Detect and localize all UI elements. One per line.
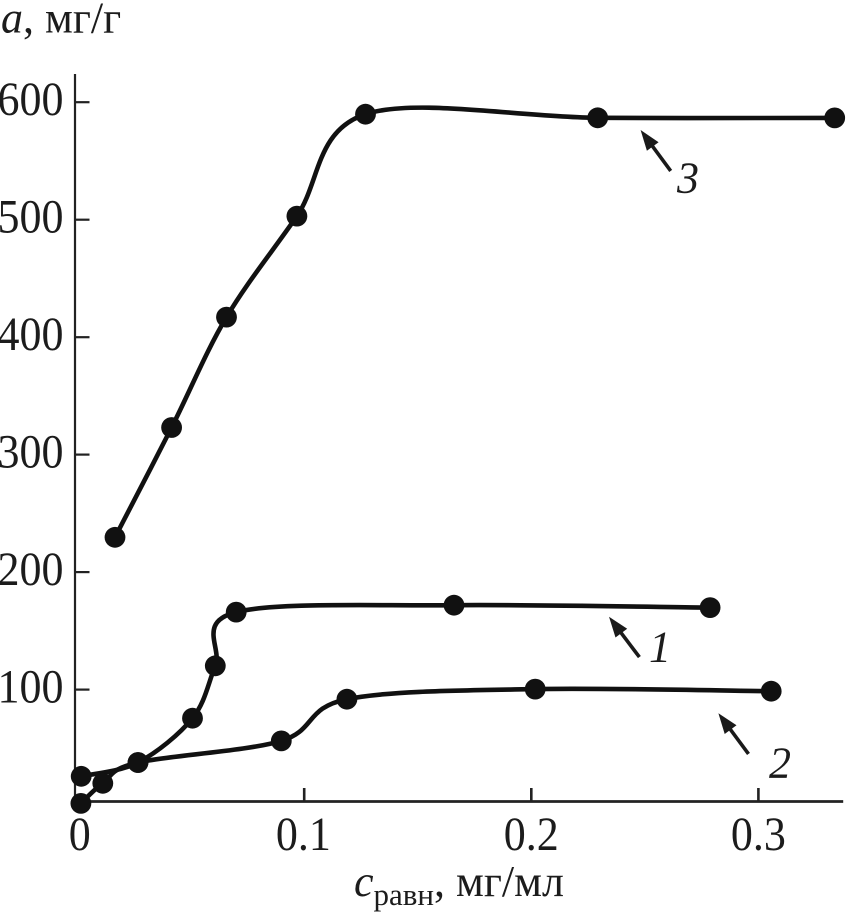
- svg-text:0.3: 0.3: [731, 807, 786, 860]
- svg-text:200: 200: [0, 542, 64, 595]
- svg-text:a, мг/г: a, мг/г: [1, 0, 121, 43]
- svg-text:0: 0: [69, 807, 91, 860]
- svg-text:2: 2: [769, 739, 791, 788]
- svg-text:1: 1: [649, 623, 671, 672]
- svg-text:100: 100: [0, 660, 64, 713]
- svg-text:400: 400: [0, 307, 64, 360]
- svg-text:600: 600: [0, 72, 64, 125]
- svg-text:0.1: 0.1: [276, 807, 331, 860]
- svg-text:300: 300: [0, 425, 64, 478]
- svg-text:cравн, мг/мл: cравн, мг/мл: [354, 857, 564, 912]
- svg-text:0.2: 0.2: [504, 807, 559, 860]
- svg-text:500: 500: [0, 190, 64, 243]
- svg-text:3: 3: [676, 154, 699, 203]
